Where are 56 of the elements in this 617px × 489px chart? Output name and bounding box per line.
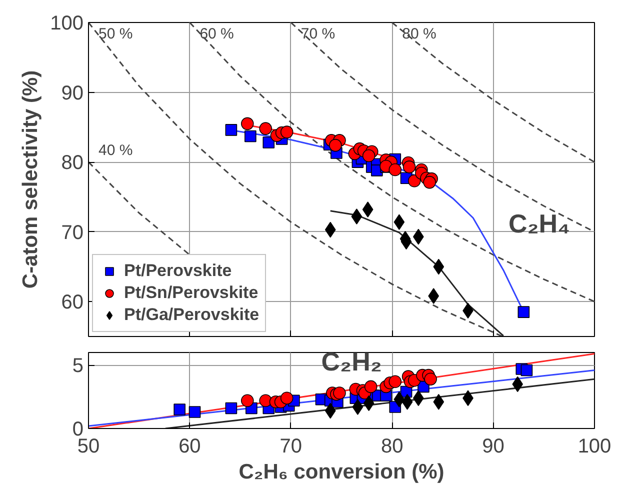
point	[329, 138, 342, 152]
y-tick-label: 90	[61, 82, 84, 104]
series-label: 50 %	[98, 26, 133, 42]
series-label: 80 %	[402, 26, 436, 42]
series-label: 70 %	[300, 26, 336, 42]
y-tick-label: 60	[61, 292, 84, 314]
point	[388, 163, 402, 176]
line-series	[391, 22, 594, 163]
legend-label: Pt/Perovskite	[124, 261, 232, 281]
point	[352, 399, 364, 415]
point	[280, 126, 294, 138]
y-tick-label: 5	[72, 355, 84, 378]
point	[351, 208, 362, 224]
x-axis-title: C₂H₆ conversion (%)	[238, 460, 444, 484]
point	[262, 136, 275, 148]
point	[174, 404, 186, 416]
point	[433, 394, 444, 410]
point	[388, 375, 402, 388]
y-tick-label: 70	[61, 222, 84, 244]
line-series	[290, 22, 594, 233]
x-tick-label: 60	[178, 436, 201, 458]
point	[240, 117, 254, 130]
point	[402, 160, 416, 174]
point	[333, 386, 346, 400]
point	[424, 372, 437, 386]
point	[259, 122, 272, 135]
point	[280, 392, 294, 404]
point	[225, 124, 238, 136]
legend-label: Pt/Ga/Perovskite	[124, 305, 260, 325]
point	[362, 202, 374, 218]
point	[225, 402, 238, 414]
line-series	[330, 210, 504, 336]
point	[402, 394, 413, 410]
point	[188, 406, 201, 418]
x-tick-label: 90	[482, 436, 504, 458]
series-label: 40 %	[98, 142, 133, 160]
x-tick-label: 100	[578, 436, 612, 458]
x-tick-label: 50	[77, 436, 100, 458]
point	[408, 174, 421, 188]
legend-label: Pt/Sn/Perovskite	[124, 283, 258, 303]
point	[394, 214, 405, 230]
point	[518, 306, 530, 318]
point	[520, 364, 533, 376]
point	[244, 130, 256, 142]
series-label: 60 %	[200, 26, 234, 42]
point	[240, 394, 254, 408]
y-axis-title: C-atom selectivity (%)	[19, 70, 42, 289]
x-tick-label: 80	[380, 436, 404, 458]
point	[362, 149, 376, 162]
annotation: C₂H₂	[321, 346, 382, 377]
point	[423, 176, 436, 189]
point	[364, 380, 378, 394]
y-tick-label: 100	[50, 12, 84, 34]
y-tick-label: 80	[61, 152, 84, 174]
annotation: C₂H₄	[508, 208, 570, 238]
x-tick-label: 70	[280, 436, 302, 458]
